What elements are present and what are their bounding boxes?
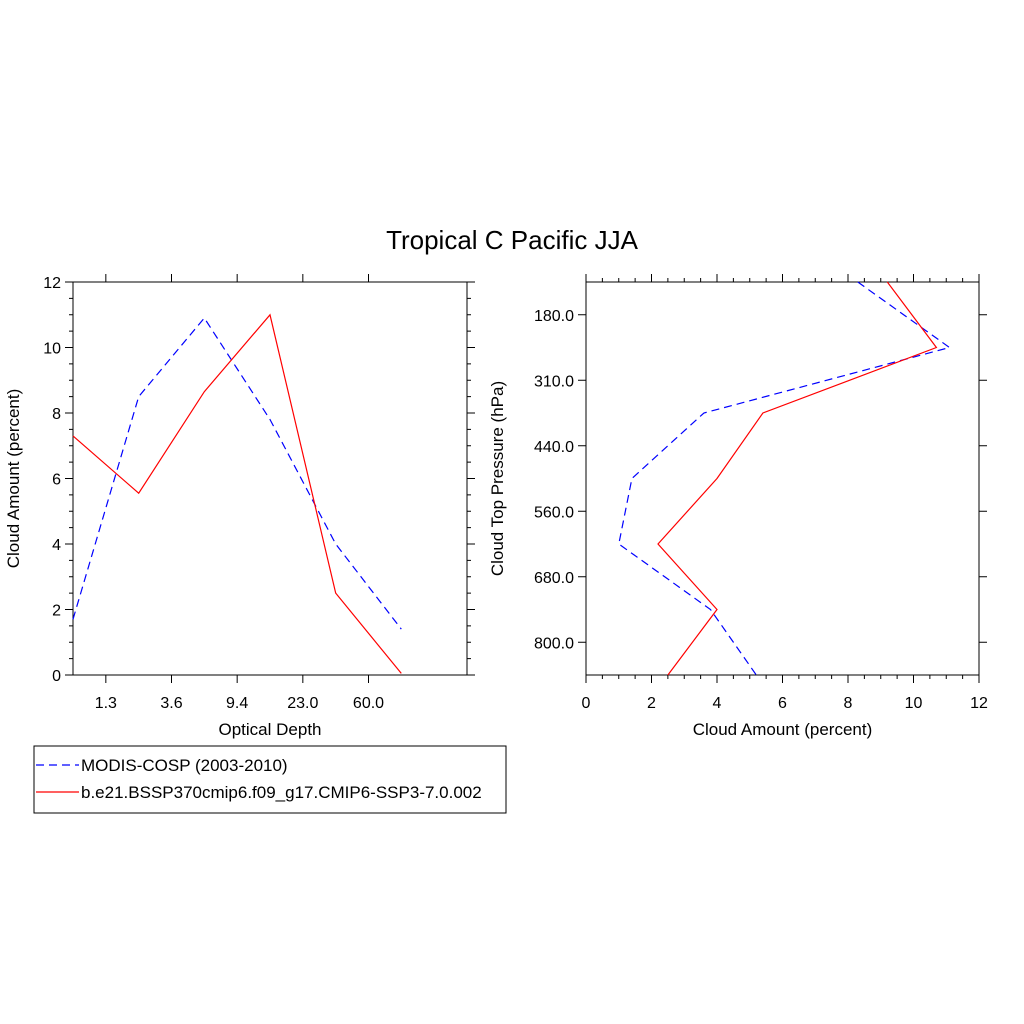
y-tick-label: 680.0 <box>534 570 574 587</box>
series-line-modis <box>618 281 951 676</box>
series-line-modis <box>72 316 402 630</box>
right-plot-frame <box>585 281 980 676</box>
x-tick-label: 3.6 <box>160 695 182 712</box>
x-tick-label: 60.0 <box>353 695 384 712</box>
y-tick-label: 6 <box>52 472 61 489</box>
figure-title: Tropical C Pacific JJA <box>386 225 639 255</box>
y-axis-label: Cloud Amount (percent) <box>4 389 23 569</box>
y-tick-label: 0 <box>52 668 61 685</box>
optical-depth-chart: 0 2 4 6 8 10 12 1.3 3.6 9.4 23.0 60.0 Optical Depth C… <box>4 274 475 739</box>
y-tick-label: 440.0 <box>534 439 574 456</box>
legend-label-model: b.e21.BSSP370cmip6.f09_g17.CMIP6-SSP3-7.… <box>81 783 482 802</box>
x-tick-label: 12 <box>970 695 988 712</box>
y-tick-label: 180.0 <box>534 308 574 325</box>
x-tick-label: 0 <box>582 695 591 712</box>
x-tick-label: 8 <box>844 695 853 712</box>
y-tick-label: 8 <box>52 406 61 423</box>
x-axis-label: Cloud Amount (percent) <box>693 720 873 739</box>
y-tick-label: 310.0 <box>534 373 574 390</box>
y-axis-label: Cloud Top Pressure (hPa) <box>488 381 507 576</box>
y-tick-label: 10 <box>43 341 61 358</box>
x-tick-label: 1.3 <box>95 695 117 712</box>
y-tick-label: 4 <box>52 537 61 554</box>
series-line-model <box>72 313 402 674</box>
x-tick-label: 4 <box>713 695 722 712</box>
x-axis-label: Optical Depth <box>219 720 322 739</box>
left-plot-frame <box>72 281 468 676</box>
x-tick-label: 6 <box>778 695 787 712</box>
y-tick-label: 800.0 <box>534 635 574 652</box>
pressure-profile-chart: 0 2 4 6 8 10 12 180.0 310.0 440.0 560.0 680.0 800.0 C… <box>488 274 988 739</box>
series-line-model <box>657 281 938 676</box>
x-tick-label: 10 <box>905 695 923 712</box>
legend: MODIS-COSP (2003-2010) b.e21.BSSP370cmip… <box>33 745 507 814</box>
x-tick-label: 2 <box>647 695 656 712</box>
y-tick-label: 2 <box>52 603 61 620</box>
x-tick-label: 23.0 <box>287 695 318 712</box>
y-tick-label: 12 <box>43 275 61 292</box>
legend-box <box>33 745 507 814</box>
x-tick-label: 9.4 <box>226 695 248 712</box>
y-tick-label: 560.0 <box>534 504 574 521</box>
legend-label-modis: MODIS-COSP (2003-2010) <box>81 756 288 775</box>
